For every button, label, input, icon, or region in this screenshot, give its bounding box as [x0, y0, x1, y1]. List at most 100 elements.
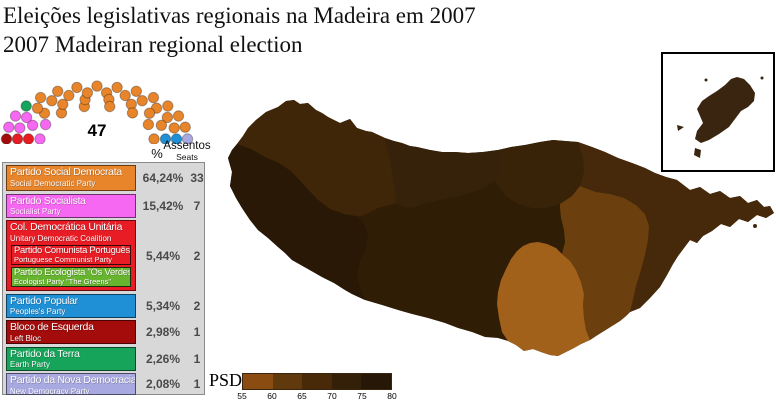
scale-segment-0 [243, 374, 273, 389]
seat-dot-be [0, 133, 13, 144]
party-name-en: Social Democratic Party [10, 178, 96, 188]
seat-dot-psd [71, 81, 83, 94]
page-title: Eleições legislativas regionais na Madei… [3, 1, 476, 59]
inset-islet [694, 148, 701, 158]
party-row-mpt: Partido da Terra Earth Party 2,26% 1 [3, 346, 204, 371]
party-row-cdu: Col. Democrática Unitária Unitary Democra… [3, 220, 204, 291]
seat-dot-psd [148, 133, 160, 144]
inset-islet [704, 78, 708, 82]
party-row-psd: Partido Social Democrata Social Democrati… [3, 165, 204, 191]
seat-dot-pp [159, 133, 172, 144]
seat-dot-psd [142, 118, 155, 131]
member-name-en: Ecologist Party "The Greens" [14, 276, 112, 286]
member-name-pt: Partido Comunista Português [14, 244, 130, 256]
seat-dot-psd [119, 89, 131, 102]
islet [753, 224, 757, 228]
seat-dot-psd [147, 91, 160, 104]
party-seats: 2 [193, 298, 201, 313]
region-sao-vicente [385, 138, 500, 208]
seat-dot-cdu [22, 133, 35, 144]
member-name-pt: Partido Ecologista "Os Verdes" [14, 266, 131, 278]
party-percent: 5,34% [145, 298, 181, 313]
scale-tick-70: 70 [327, 391, 337, 401]
coalition-member-box-pcp: Partido Comunista Português Portuguese Co… [11, 244, 131, 265]
party-color-box-cdu: Col. Democrática Unitária Unitary Democra… [6, 220, 136, 291]
total-seats-label: 47 [87, 121, 107, 140]
scale-tick-65: 65 [297, 391, 307, 401]
party-name-en: New Democracy Party [10, 386, 90, 395]
seat-dot-psd [104, 100, 116, 113]
seat-dot-psd [81, 87, 94, 99]
party-name-en: Unitary Democratic Coalition [10, 233, 112, 243]
seat-dot-psd [52, 85, 64, 97]
party-name-pt: Partido Social Democrata [10, 166, 122, 178]
seat-dot-psd [179, 121, 191, 133]
seat-dot-ps [34, 133, 46, 144]
seat-dot-psd [172, 110, 185, 122]
seat-dot-psd [143, 107, 156, 119]
title-portuguese: Eleições legislativas regionais na Madei… [3, 3, 476, 28]
party-name-en: Left Bloc [10, 333, 42, 343]
seat-dot-ps [20, 111, 33, 124]
color-scale-bar [242, 373, 392, 390]
seat-dot-ps [39, 118, 52, 131]
seat-dot-psd [63, 89, 75, 102]
party-percent: 15,42% [142, 198, 184, 213]
seat-dot-psd [162, 100, 174, 112]
scale-tick-60: 60 [267, 391, 277, 401]
inset-islet [760, 76, 764, 80]
party-seats: 33 [190, 171, 204, 185]
party-seats: 2 [193, 248, 201, 263]
party-name-pt: Col. Democrática Unitária [10, 221, 123, 233]
party-name-pt: Partido Popular [10, 294, 78, 307]
seat-dot-psd [46, 95, 58, 107]
scale-segment-2 [302, 374, 332, 389]
region-funchal [497, 242, 590, 356]
scale-tick-80: 80 [387, 391, 397, 401]
scale-tick-55: 55 [237, 391, 247, 401]
seat-dot-psd [136, 95, 148, 107]
party-name-pt: Partido da Nova Democracia [10, 374, 136, 386]
seat-dot-cdu [11, 133, 24, 144]
seat-dot-psd [91, 80, 103, 92]
seat-dot-ps [3, 121, 15, 133]
region-porto-moniz [237, 100, 396, 216]
party-name-en: Socialist Party [10, 207, 61, 216]
party-name-pt: Partido da Terra [10, 347, 80, 360]
party-row-ps: Partido Socialista Socialist Party 15,42% 7 [3, 193, 204, 218]
party-color-box-ps: Partido Socialista Socialist Party [6, 193, 136, 218]
party-percent: 64,24% [142, 171, 184, 185]
party-seats: 7 [193, 198, 201, 213]
party-color-box-be: Bloco de Esquerda Left Bloc [6, 320, 136, 344]
party-name-pt: Partido Socialista [10, 194, 86, 207]
seat-dot-psd [111, 81, 123, 94]
party-color-box-pp: Partido Popular Peoples's Party [6, 293, 136, 318]
inset-islet [677, 125, 684, 131]
seat-dot-ps [26, 119, 39, 131]
region-santana [495, 140, 584, 208]
seat-dot-mpt [20, 100, 32, 112]
seat-dot-pp [170, 133, 183, 144]
seat-dot-ps [14, 122, 26, 134]
seat-dot-ps [9, 110, 22, 122]
seat-dot-psd [155, 119, 168, 131]
region-porto-santo [695, 77, 755, 143]
seats-column-header-pt: Assentos [163, 140, 211, 152]
seat-dot-psd [168, 122, 180, 134]
party-row-be: Bloco de Esquerda Left Bloc 2,98% 1 [3, 320, 204, 344]
seat-dot-pnd [181, 133, 194, 144]
party-color-box-psd: Partido Social Democrata Social Democrati… [6, 165, 136, 191]
party-results-table: Partido Social Democrata Social Democrati… [2, 162, 205, 395]
party-name-en: Peoples's Party [10, 307, 66, 316]
seat-diagram [0, 80, 194, 144]
party-seats: 1 [193, 377, 201, 391]
party-percent: 2,08% [145, 377, 181, 391]
scale-segment-3 [331, 374, 362, 389]
seat-dot-psd [130, 85, 143, 97]
seat-dot-psd [161, 111, 174, 124]
seat-dot-psd [31, 102, 44, 114]
party-row-pnd: Partido da Nova Democracia New Democracy … [3, 373, 204, 395]
party-color-box-pnd: Partido da Nova Democracia New Democracy … [6, 373, 136, 395]
seat-dot-psd [34, 91, 47, 104]
